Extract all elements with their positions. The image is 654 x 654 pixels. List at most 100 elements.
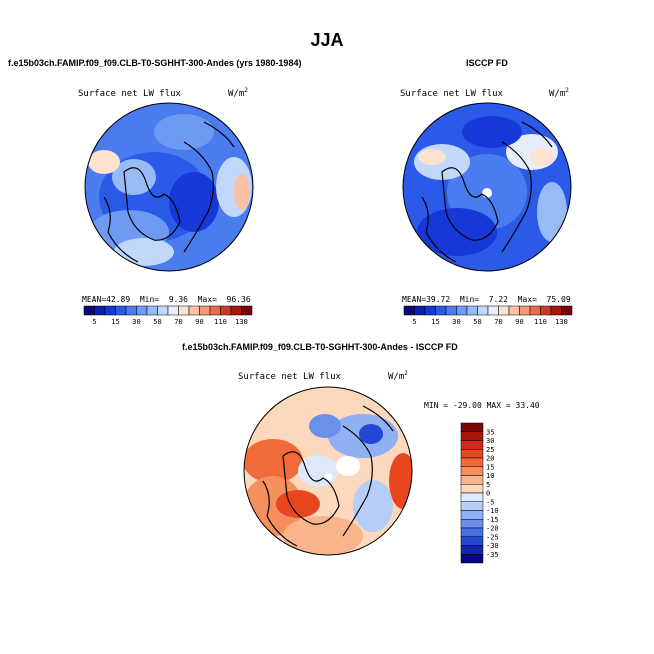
panel3-colorbar-box [460, 422, 484, 432]
panel2-map-border [402, 102, 572, 272]
panel2-map [402, 102, 572, 272]
panel3-colorbar-box [460, 466, 484, 476]
panel1-colorbar-tick-label: 110 [214, 318, 227, 326]
panel1-colorbar-tick-label: 30 [132, 318, 140, 326]
panel2-colorbar-box [498, 305, 510, 316]
panel3-colorbar-box [460, 501, 484, 511]
panel3-map-border [243, 386, 413, 556]
panel2-colorbar-box [424, 305, 436, 316]
panel2-heading: ISCCP FD [466, 58, 508, 68]
panel2-pole-hole [482, 188, 492, 198]
panel1-colorbar-box [178, 305, 190, 316]
panel1-colorbar-tick-label: 5 [92, 318, 96, 326]
panel3-colorbar-tick-label: 25 [486, 446, 494, 454]
panel3-colorbar-tick-label: 15 [486, 463, 494, 471]
panel2-colorbar-box [529, 305, 541, 316]
panel3-colorbar-tick-label: 30 [486, 437, 494, 445]
panel3-plot-label: Surface net LW flux [238, 372, 341, 382]
panel3-colorbar-box [460, 510, 484, 520]
panel1-colorbar-box [167, 305, 179, 316]
panel3-colorbar-box [460, 449, 484, 459]
panel3-colorbar-tick-label: -10 [486, 507, 499, 515]
panel2-colorbar-box [487, 305, 499, 316]
panel1-colorbar-box [220, 305, 232, 316]
panel2-unit: W/m2 [549, 87, 569, 99]
panel3-colorbar-box [460, 519, 484, 529]
panel1-colorbar-box [115, 305, 127, 316]
panel1-colorbar: 5 15 30 50 70 90 110 130 [83, 305, 253, 326]
panel3-colorbar-box [460, 554, 484, 564]
panel3-colorbar-box [460, 536, 484, 546]
panel3-colorbar-tick-label: 10 [486, 472, 494, 480]
panel2-colorbar-box [414, 305, 426, 316]
panel2-colorbar-tick-label: 110 [534, 318, 547, 326]
panel1-coastlines [103, 121, 235, 263]
panel2-colorbar-box [466, 305, 478, 316]
panel2-colorbar-box [403, 305, 415, 316]
panel3-map [243, 386, 413, 556]
panel1-map [84, 102, 254, 272]
panel3-colorbar-box [460, 475, 484, 485]
panel2-colorbar-box [550, 305, 562, 316]
panel1-colorbar-box [94, 305, 106, 316]
panel2-colorbar-tick-label: 50 [473, 318, 481, 326]
panel3-colorbar-box [460, 440, 484, 450]
panel1-heading: f.e15b03ch.FAMIP.f09_f09.CLB-T0-SGHHT-30… [8, 58, 302, 68]
panel1-colorbar-box [146, 305, 158, 316]
panel3-colorbar-tick-label: 20 [486, 455, 494, 463]
panel3-colorbar-tick-label: -35 [486, 551, 499, 559]
panel2-colorbar-box [477, 305, 489, 316]
panel2-plot-label: Surface net LW flux [400, 89, 503, 99]
panel3-colorbar-tick-label: -20 [486, 525, 499, 533]
panel2-colorbar-tick-label: 70 [494, 318, 502, 326]
panel1-colorbar-box [125, 305, 137, 316]
panel3-colorbar-tick-label: -25 [486, 533, 499, 541]
panel3-colorbar-tick-label: 35 [486, 428, 494, 436]
panel2-colorbar-box [435, 305, 447, 316]
panel2-colorbar-tick-label: 90 [515, 318, 523, 326]
panel2-colorbar-box [456, 305, 468, 316]
panel3-heading: f.e15b03ch.FAMIP.f09_f09.CLB-T0-SGHHT-30… [182, 342, 458, 352]
panel3-coastlines [262, 405, 394, 547]
panel1-colorbar-tick-label: 15 [111, 318, 119, 326]
panel2-colorbar: 5 15 30 50 70 90 110 130 [403, 305, 573, 326]
panel3-unit: W/m2 [388, 370, 408, 382]
panel1-colorbar-box [104, 305, 116, 316]
panel1-colorbar-box [188, 305, 200, 316]
panel2-colorbar-tick-label: 130 [555, 318, 568, 326]
main-title: JJA [310, 30, 344, 50]
panel1-colorbar-tick-label: 90 [195, 318, 203, 326]
panel3-colorbar-tick-label: -15 [486, 516, 499, 524]
panel3-colorbar-box [460, 457, 484, 467]
panel2-coastlines [421, 121, 553, 263]
panel3-colorbar-tick-label: 0 [486, 490, 490, 498]
panel1-colorbar-tick-label: 70 [174, 318, 182, 326]
panel1-colorbar-box [230, 305, 242, 316]
panel1-colorbar-tick-label: 50 [153, 318, 161, 326]
panel3-colorbar-tick-label: 5 [486, 481, 490, 489]
panel3-colorbar-tick-label: -5 [486, 498, 494, 506]
panel1-stats: MEAN=42.89 Min= 9.36 Max= 96.36 [82, 295, 251, 304]
panel3-colorbar-tick-label: -30 [486, 542, 499, 550]
panel2-colorbar-box [540, 305, 552, 316]
panel1-field [85, 103, 253, 271]
panel3-colorbar-box [460, 545, 484, 555]
panel1-colorbar-tick-label: 130 [235, 318, 248, 326]
panel2-colorbar-box [445, 305, 457, 316]
panel3-colorbar-box [460, 484, 484, 494]
panel2-colorbar-tick-label: 5 [412, 318, 416, 326]
panel1-unit: W/m2 [228, 87, 248, 99]
panel1-colorbar-box [199, 305, 211, 316]
panel1-plot-label: Surface net LW flux [78, 89, 181, 99]
panel2-colorbar-box [519, 305, 531, 316]
panel3-colorbar-box [460, 431, 484, 441]
panel1-colorbar-box [157, 305, 169, 316]
panel2-stats: MEAN=39.72 Min= 7.22 Max= 75.09 [402, 295, 571, 304]
panel3-colorbar-box [460, 492, 484, 502]
panel2-colorbar-box [561, 305, 573, 316]
panel1-colorbar-box [209, 305, 221, 316]
panel1-colorbar-box [241, 305, 253, 316]
panel1-map-border [84, 102, 254, 272]
panel3-field [244, 387, 412, 555]
